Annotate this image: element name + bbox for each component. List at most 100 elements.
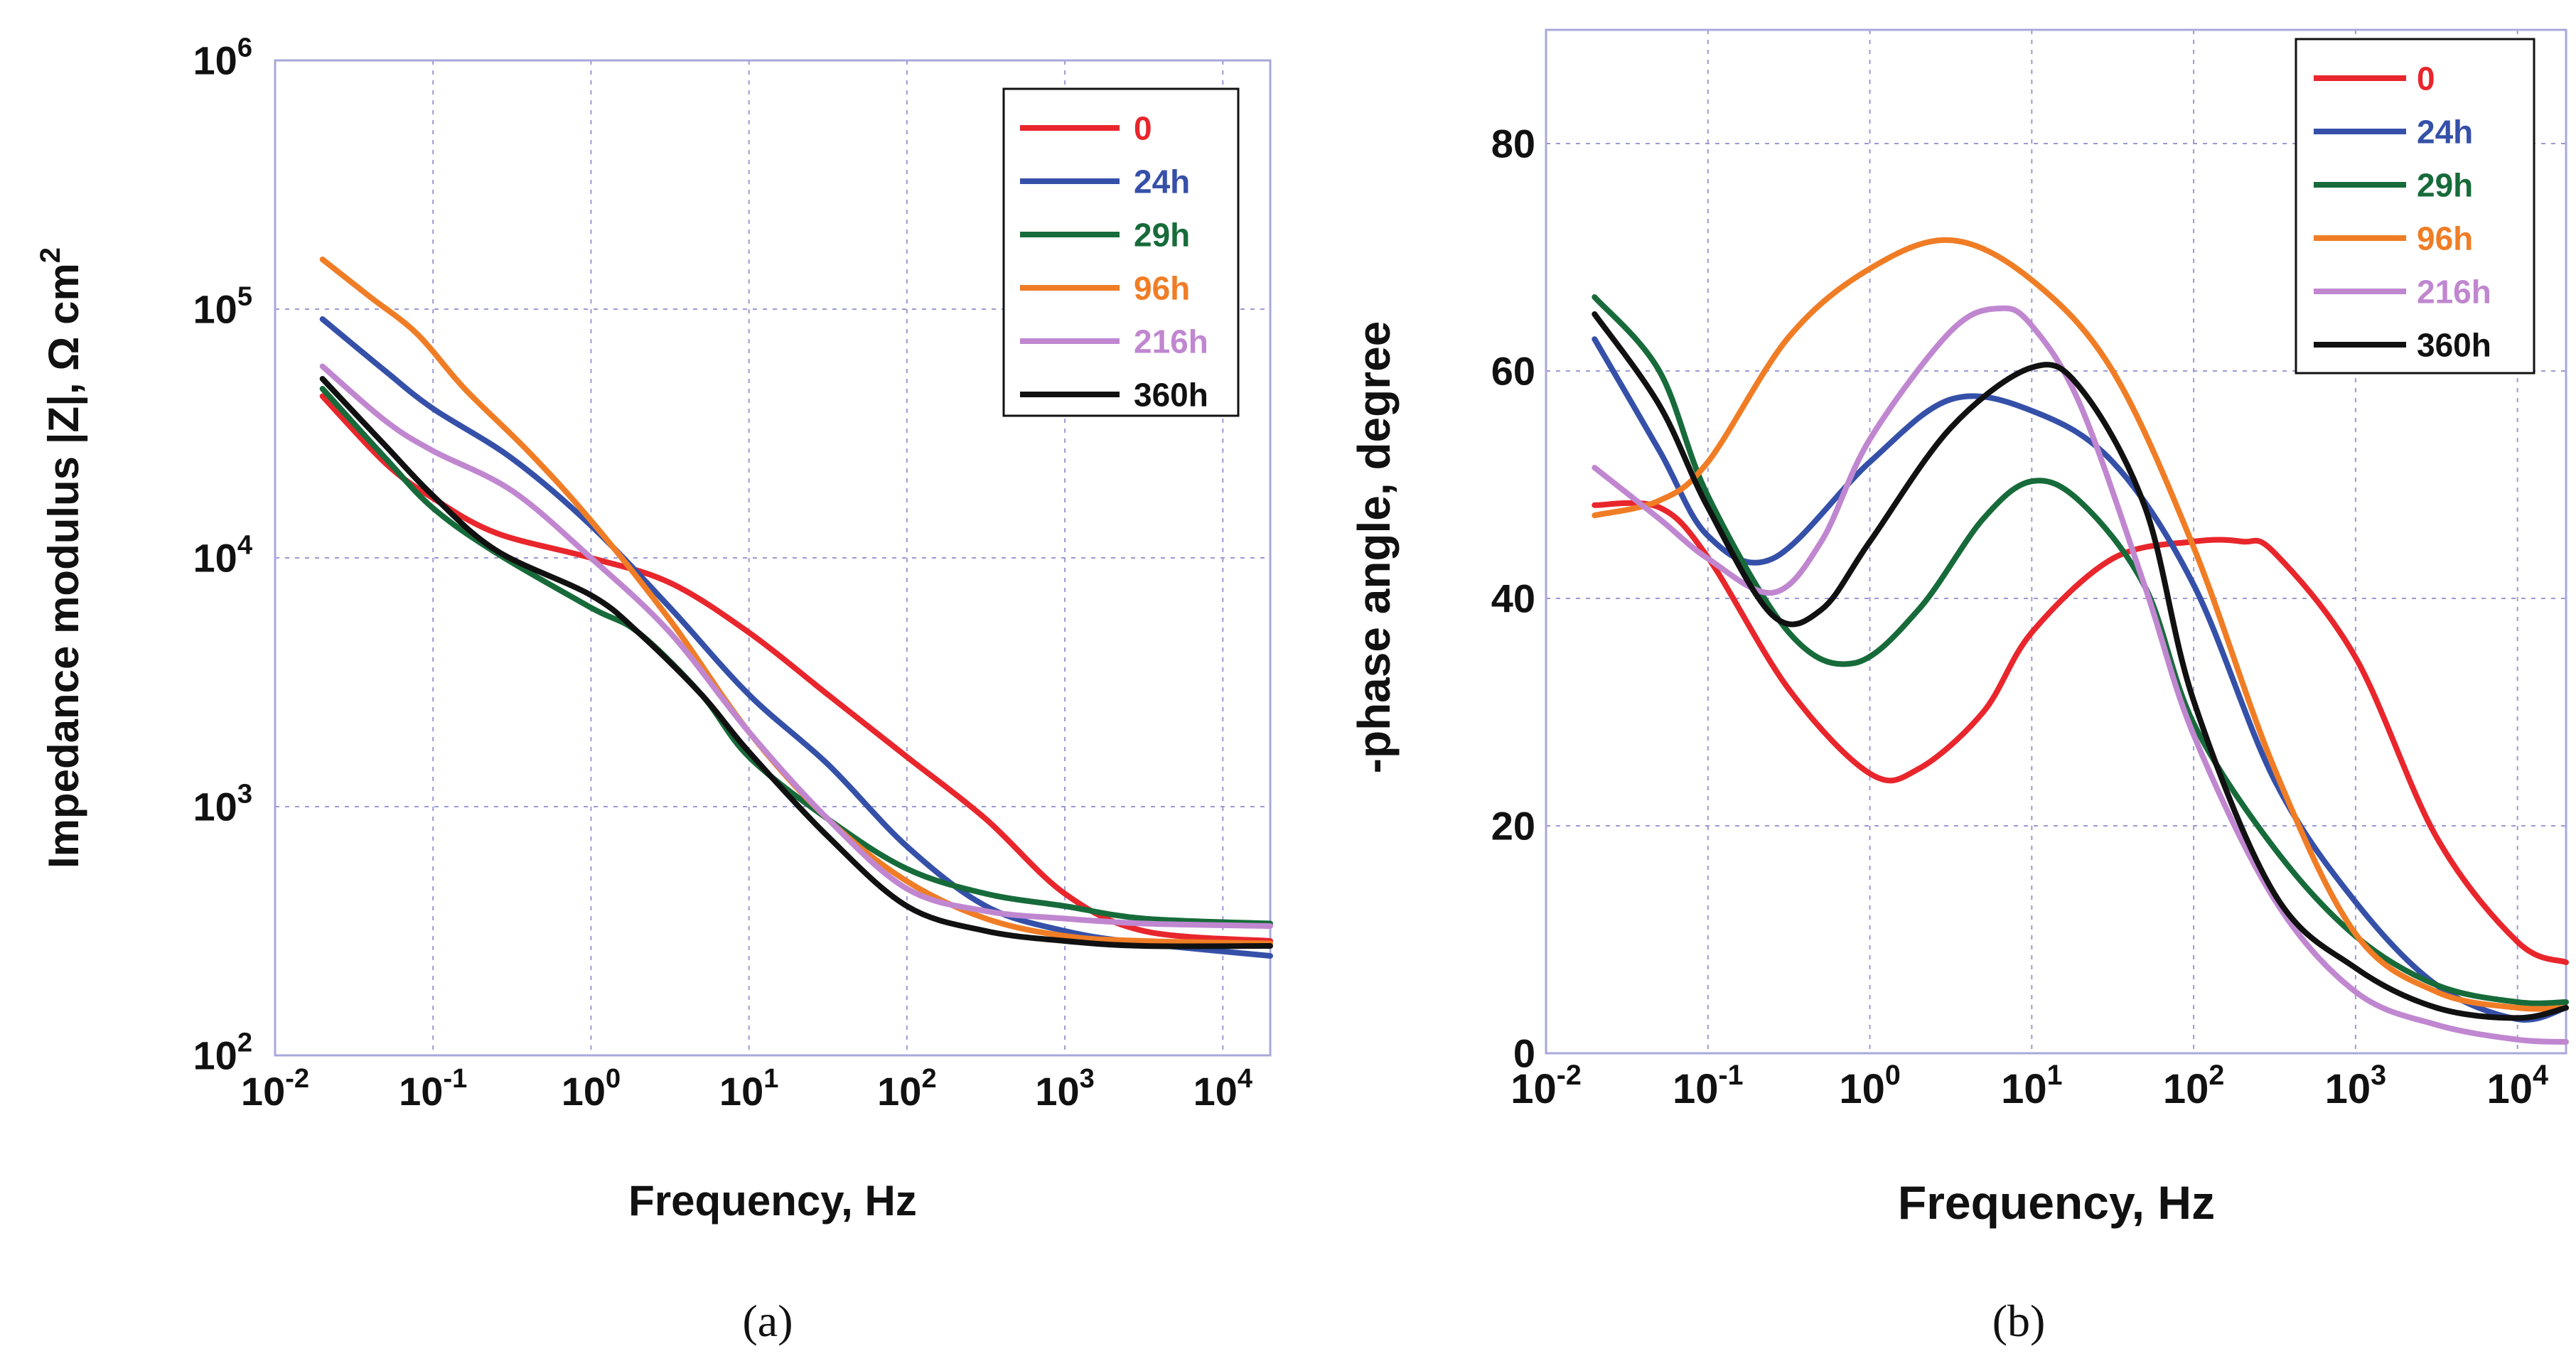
- chart-a-y-axis-label-text: Impedance modulus |Z|, Ω cm: [40, 263, 88, 868]
- b-y-tick-label: 0: [1513, 1031, 1535, 1076]
- b-x-tick-base: 10: [2486, 1066, 2533, 1112]
- a-x-tick-label: 101: [719, 1064, 778, 1114]
- a-x-tick-exponent: -2: [285, 1064, 309, 1094]
- a-series-line-360h: [319, 376, 1273, 949]
- caption-a: (a): [742, 1296, 793, 1346]
- a-y-tick-label: 103: [193, 779, 252, 829]
- b-x-tick-label: 102: [2163, 1060, 2224, 1112]
- a-y-tick-exponent: 2: [237, 1028, 252, 1058]
- chart-b-series: [1592, 237, 2569, 1045]
- a-x-tick-base: 10: [1035, 1069, 1079, 1114]
- b-x-tick-label: 103: [2325, 1060, 2386, 1112]
- chart-b-legend: 0 24h 29h 96h 216h 360h: [2295, 38, 2535, 375]
- chart-a-x-tick-labels: 10-2 10-1 100 101 102 103 104: [241, 1064, 1252, 1114]
- b-y-tick-label: 20: [1491, 804, 1535, 849]
- b-x-tick-label: 10-1: [1673, 1060, 1744, 1112]
- b-y-tick-label: 40: [1491, 576, 1535, 621]
- a-legend-label-216h: 216h: [1134, 323, 1208, 360]
- a-y-tick-base: 10: [193, 38, 237, 83]
- chart-b-y-tick-labels: 0 20 40 60 80: [1491, 122, 1535, 1076]
- a-x-tick-base: 10: [1193, 1069, 1238, 1114]
- a-x-tick-label: 102: [877, 1064, 936, 1114]
- a-y-tick-label: 102: [193, 1028, 252, 1077]
- a-x-tick-exponent: 0: [606, 1064, 621, 1094]
- a-y-tick-base: 10: [193, 785, 237, 829]
- a-x-tick-label: 104: [1193, 1064, 1252, 1114]
- chart-a-y-axis-label: Impedance modulus |Z|, Ω cm2: [35, 247, 88, 868]
- a-x-tick-label: 103: [1035, 1064, 1094, 1114]
- chart-a-impedance-modulus: 10-2 10-1 100 101 102 103 104 102103104105106 …: [35, 33, 1273, 1225]
- b-x-tick-base: 10: [2325, 1066, 2371, 1112]
- b-x-tick-exponent: 2: [2209, 1060, 2224, 1091]
- a-series-line-216h: [319, 363, 1273, 929]
- chart-a-plot-frame: [274, 59, 1272, 1057]
- a-x-tick-exponent: -1: [443, 1064, 467, 1094]
- a-x-tick-base: 10: [399, 1069, 443, 1114]
- a-x-tick-base: 10: [241, 1069, 285, 1114]
- a-x-tick-exponent: 3: [1080, 1064, 1095, 1094]
- b-series-line-0: [1592, 500, 2569, 965]
- caption-b: (b): [1992, 1296, 2046, 1346]
- b-x-tick-label: 100: [1839, 1060, 1900, 1112]
- b-x-tick-exponent: 0: [1885, 1060, 1901, 1091]
- a-legend-label-0: 0: [1134, 110, 1152, 147]
- a-y-tick-base: 10: [193, 287, 237, 332]
- chart-a-legend-box: [1002, 87, 1240, 417]
- b-x-tick-label: 10-2: [1510, 1060, 1582, 1112]
- b-legend-label-24h: 24h: [2417, 114, 2473, 151]
- chart-b-y-axis-label: -phase angle, degree: [1348, 321, 1400, 774]
- a-y-tick-exponent: 5: [237, 281, 252, 311]
- a-x-tick-label: 10-1: [399, 1064, 467, 1114]
- a-x-tick-exponent: 1: [763, 1064, 778, 1094]
- b-legend-label-0: 0: [2417, 60, 2435, 97]
- a-y-tick-label: 105: [193, 281, 252, 331]
- b-x-tick-base: 10: [2163, 1066, 2209, 1112]
- a-series-line-29h: [319, 386, 1273, 927]
- chart-b-x-axis-label: Frequency, Hz: [1898, 1176, 2215, 1229]
- a-x-tick-base: 10: [877, 1069, 921, 1114]
- a-x-tick-base: 10: [719, 1069, 763, 1114]
- a-legend-label-24h: 24h: [1134, 163, 1190, 200]
- b-x-tick-label: 104: [2486, 1060, 2548, 1112]
- a-y-tick-exponent: 4: [237, 530, 252, 560]
- b-x-tick-base: 10: [2001, 1066, 2047, 1112]
- b-y-tick-label: 80: [1491, 122, 1535, 166]
- chart-b-x-tick-labels: 10-2 10-1 100 101 102 103 104: [1510, 1060, 2548, 1112]
- b-y-tick-label: 60: [1491, 349, 1535, 394]
- b-x-tick-exponent: -1: [1719, 1060, 1744, 1091]
- b-legend-label-29h: 29h: [2417, 167, 2473, 204]
- b-x-tick-base: 10: [1510, 1066, 1557, 1112]
- b-legend-label-216h: 216h: [2417, 274, 2491, 311]
- a-series-line-24h: [319, 316, 1273, 959]
- chart-a-series: [319, 257, 1273, 959]
- chart-b-legend-box: [2295, 38, 2535, 375]
- chart-a-legend: 0 24h 29h 96h 216h 360h: [1002, 87, 1240, 417]
- a-y-tick-label: 106: [193, 33, 252, 82]
- a-legend-label-29h: 29h: [1134, 217, 1190, 254]
- chart-a-x-axis-label: Frequency, Hz: [628, 1177, 917, 1225]
- a-y-tick-label: 104: [193, 530, 252, 580]
- chart-b-plot-frame: [1545, 28, 2567, 1055]
- b-x-tick-base: 10: [1673, 1066, 1719, 1112]
- b-series-line-360h: [1592, 311, 2569, 1021]
- b-legend-label-96h: 96h: [2417, 220, 2473, 257]
- a-x-tick-base: 10: [562, 1069, 606, 1114]
- b-x-tick-exponent: -2: [1557, 1060, 1582, 1091]
- b-x-tick-label: 101: [2001, 1060, 2062, 1112]
- a-x-tick-exponent: 2: [921, 1064, 936, 1094]
- a-y-tick-base: 10: [193, 536, 237, 581]
- a-x-tick-exponent: 4: [1238, 1064, 1252, 1094]
- a-y-tick-base: 10: [193, 1033, 237, 1078]
- b-x-tick-exponent: 1: [2047, 1060, 2063, 1091]
- a-x-tick-label: 100: [562, 1064, 621, 1114]
- b-x-tick-exponent: 4: [2533, 1060, 2548, 1091]
- a-x-tick-label: 10-2: [241, 1064, 309, 1114]
- b-series-line-96h: [1592, 237, 2569, 1012]
- a-legend-label-96h: 96h: [1134, 270, 1190, 307]
- b-x-tick-exponent: 3: [2371, 1060, 2386, 1091]
- b-x-tick-base: 10: [1839, 1066, 1885, 1112]
